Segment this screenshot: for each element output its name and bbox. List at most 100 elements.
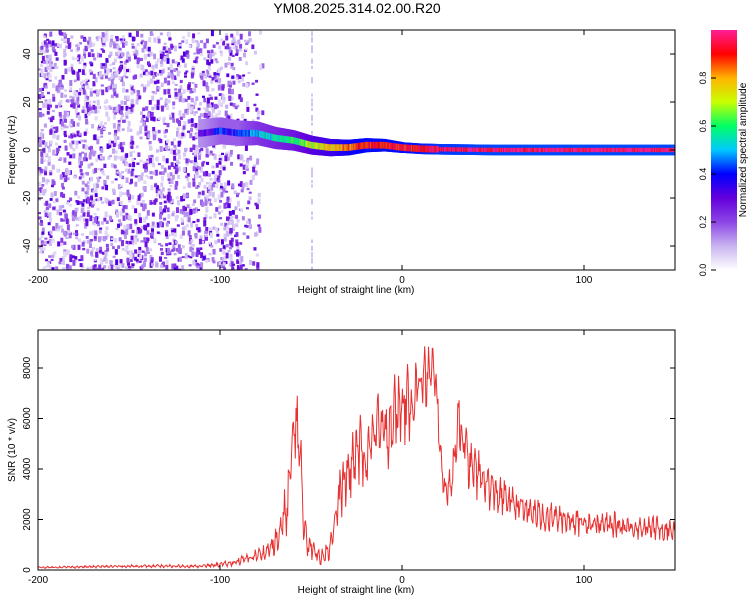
noise-speckle — [125, 115, 129, 119]
noise-speckle — [121, 42, 125, 48]
noise-speckle — [190, 106, 194, 109]
noise-speckle — [177, 120, 181, 127]
noise-speckle — [78, 91, 82, 96]
noise-speckle — [200, 147, 204, 152]
noise-speckle — [225, 252, 229, 259]
noise-speckle — [251, 174, 255, 181]
noise-speckle — [65, 249, 69, 256]
noise-speckle — [63, 110, 67, 116]
noise-speckle — [41, 55, 45, 62]
noise-speckle — [193, 88, 197, 93]
noise-speckle — [81, 264, 85, 268]
noise-speckle — [174, 240, 178, 244]
noise-speckle — [176, 159, 180, 165]
noise-speckle — [88, 239, 92, 245]
noise-speckle — [165, 235, 169, 240]
noise-speckle — [38, 181, 42, 187]
noise-speckle — [60, 83, 64, 86]
noise-speckle — [85, 235, 89, 239]
noise-speckle — [311, 122, 313, 126]
noise-speckle — [140, 33, 144, 38]
noise-speckle — [174, 61, 178, 64]
noise-speckle — [211, 191, 215, 198]
noise-speckle — [182, 193, 186, 199]
noise-speckle — [108, 68, 112, 73]
noise-speckle — [71, 140, 75, 144]
noise-speckle — [46, 65, 50, 70]
noise-speckle — [83, 152, 87, 159]
noise-speckle — [311, 45, 313, 49]
noise-speckle — [150, 184, 154, 191]
noise-speckle — [107, 77, 111, 81]
noise-speckle — [97, 168, 101, 171]
noise-speckle — [136, 57, 140, 63]
noise-speckle — [60, 32, 64, 36]
noise-speckle — [168, 32, 172, 38]
noise-speckle — [97, 127, 101, 131]
noise-speckle — [109, 51, 113, 57]
noise-speckle — [82, 212, 86, 217]
noise-speckle — [85, 101, 89, 108]
noise-speckle — [194, 259, 198, 264]
noise-speckle — [147, 134, 151, 139]
noise-speckle — [255, 79, 259, 83]
noise-speckle — [207, 111, 211, 116]
noise-speckle — [115, 259, 119, 266]
noise-speckle — [311, 31, 313, 35]
noise-speckle — [188, 237, 192, 242]
noise-speckle — [56, 209, 60, 216]
noise-speckle — [68, 86, 72, 91]
noise-speckle — [215, 60, 219, 64]
noise-speckle — [177, 149, 181, 154]
noise-speckle — [195, 56, 199, 59]
noise-speckle — [139, 120, 143, 123]
noise-speckle — [103, 122, 107, 125]
noise-speckle — [199, 75, 203, 79]
noise-speckle — [75, 200, 79, 203]
noise-speckle — [215, 113, 219, 118]
noise-speckle — [121, 175, 125, 180]
noise-speckle — [220, 239, 224, 245]
noise-speckle — [161, 187, 165, 192]
noise-speckle — [113, 58, 117, 63]
noise-speckle — [193, 60, 197, 63]
noise-speckle — [167, 247, 171, 253]
noise-speckle — [124, 249, 128, 253]
noise-speckle — [168, 181, 172, 184]
noise-speckle — [67, 170, 71, 175]
noise-speckle — [42, 147, 46, 153]
noise-speckle — [142, 71, 146, 76]
noise-speckle — [46, 262, 50, 268]
noise-speckle — [144, 132, 148, 136]
noise-speckle — [150, 225, 154, 229]
noise-speckle — [38, 141, 42, 148]
noise-speckle — [100, 62, 104, 69]
noise-speckle — [112, 62, 116, 65]
noise-speckle — [226, 196, 230, 201]
noise-speckle — [99, 53, 103, 58]
noise-speckle — [73, 211, 77, 217]
noise-speckle — [228, 80, 232, 85]
noise-speckle — [214, 173, 218, 179]
noise-speckle — [157, 38, 161, 44]
noise-speckle — [190, 118, 194, 123]
noise-speckle — [70, 104, 74, 108]
noise-speckle — [206, 59, 210, 65]
noise-speckle — [153, 37, 157, 43]
noise-speckle — [64, 134, 68, 138]
noise-speckle — [142, 186, 146, 191]
noise-speckle — [311, 93, 313, 97]
noise-speckle — [201, 201, 205, 207]
noise-speckle — [47, 159, 51, 166]
noise-speckle — [165, 243, 169, 247]
noise-speckle — [130, 103, 134, 108]
noise-speckle — [203, 112, 207, 118]
noise-speckle — [72, 210, 76, 216]
noise-speckle — [45, 47, 49, 53]
noise-speckle — [112, 255, 116, 258]
noise-speckle — [226, 73, 230, 78]
noise-speckle — [42, 35, 46, 38]
noise-speckle — [61, 228, 65, 233]
noise-speckle — [223, 226, 227, 231]
noise-speckle — [136, 64, 140, 69]
